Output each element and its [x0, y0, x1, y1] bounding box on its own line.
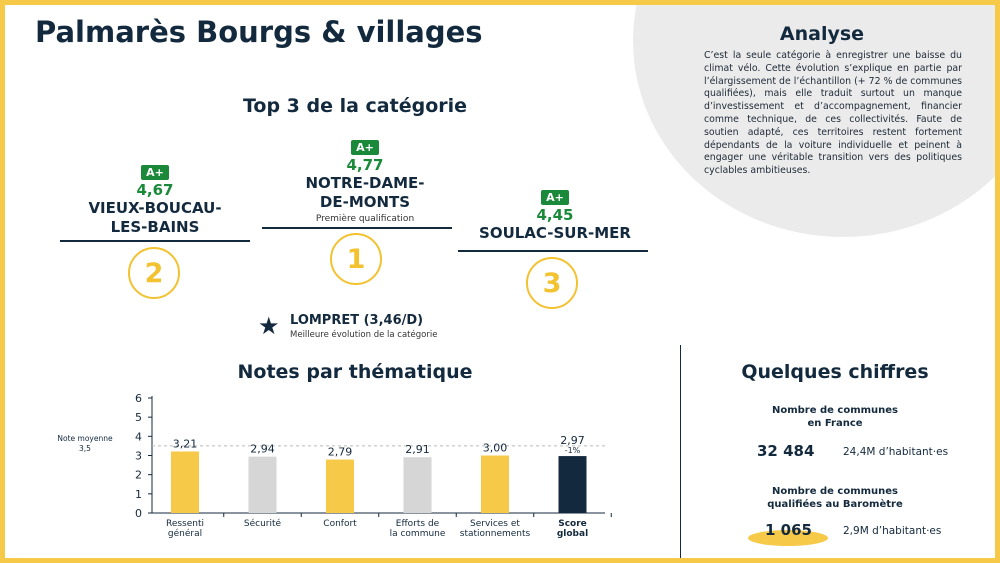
- bar-value-label: 2,94: [250, 443, 275, 456]
- podium-line-first: [262, 227, 452, 229]
- chiffres-title: Quelques chiffres: [741, 361, 929, 383]
- france-count: 32 484: [757, 442, 815, 460]
- x-category-label: Sécurité: [244, 518, 282, 529]
- bar: [403, 457, 432, 513]
- bar-extra-label: -1%: [565, 446, 581, 455]
- barometre-label-line2: qualifiées au Baromètre: [767, 499, 903, 510]
- reference-label: Note moyenne: [57, 434, 113, 443]
- podium-score: 4,45: [536, 206, 574, 224]
- y-tick-label: 2: [135, 469, 142, 482]
- bar: [481, 455, 509, 513]
- bar: [326, 459, 354, 513]
- analyse-title: Analyse: [779, 23, 865, 45]
- france-habitants: 24,4M d’habitant·es: [843, 446, 949, 458]
- x-category-label: Score: [558, 519, 587, 529]
- podium-commune-line1: NOTRE-DAME-: [305, 174, 425, 192]
- podium-commune-line1: VIEUX-BOUCAU-: [88, 199, 222, 217]
- x-category-label: général: [168, 528, 202, 539]
- podium-commune-line2: DE-MONTS: [319, 193, 411, 211]
- bar-value-label: 2,97: [560, 434, 585, 447]
- y-tick-label: 0: [135, 507, 142, 520]
- top3-title: Top 3 de la catégorie: [242, 95, 468, 117]
- podium-score: 4,67: [136, 181, 174, 199]
- y-tick-label: 5: [135, 411, 142, 424]
- y-tick-label: 6: [135, 392, 142, 405]
- podium-note: Première qualification: [315, 214, 415, 224]
- barometre-habitants: 2,9M d’habitant·es: [843, 525, 942, 537]
- bar-value-label: 2,79: [328, 446, 353, 459]
- reference-value: 3,5: [79, 444, 91, 453]
- rank-badge-first: 1: [330, 233, 382, 285]
- x-category-label: stationnements: [460, 529, 531, 539]
- france-label-line1: Nombre de communes: [771, 405, 899, 416]
- x-category-label: Efforts de: [396, 519, 440, 529]
- bar: [171, 451, 199, 513]
- bar: [248, 456, 277, 513]
- bar: [558, 456, 587, 513]
- podium-third: A+ 4,45 SOULAC-SUR-MER: [460, 186, 650, 243]
- podium-score: 4,77: [346, 156, 384, 174]
- x-category-label: la commune: [390, 529, 446, 539]
- x-category-label: Ressenti: [166, 519, 204, 529]
- notes-title: Notes par thématique: [237, 361, 473, 383]
- evolution-sub: Meilleure évolution de la catégorie: [290, 330, 438, 340]
- podium-first: A+ 4,77 NOTRE-DAME- DE-MONTS Première qu…: [270, 136, 460, 224]
- bar-value-label: 3,21: [173, 437, 198, 450]
- count-highlight: [748, 530, 828, 546]
- y-tick-label: 4: [135, 430, 142, 443]
- barometre-label-line1: Nombre de communes: [771, 486, 899, 497]
- rank-badge-second: 2: [128, 247, 180, 299]
- y-tick-label: 3: [135, 450, 142, 463]
- x-category-label: Confort: [323, 519, 357, 529]
- y-tick-label: 1: [135, 488, 142, 501]
- podium-line-third: [458, 250, 648, 252]
- page: Palmarès Bourgs & villages Analyse C’est…: [5, 5, 995, 558]
- x-category-label: Services et: [470, 519, 520, 529]
- section-divider: [680, 345, 681, 558]
- podium-commune-line2: LES-BAINS: [110, 218, 200, 236]
- france-label-line2: en France: [807, 418, 863, 429]
- star-icon: ★: [258, 312, 280, 340]
- evolution-label: LOMPRET (3,46/D): [290, 313, 424, 328]
- podium-commune-line1: SOULAC-SUR-MER: [479, 224, 631, 242]
- bar-value-label: 3,00: [483, 442, 508, 455]
- x-category-label: global: [557, 529, 588, 539]
- barometre-count: 1 065: [765, 521, 812, 539]
- page-title: Palmarès Bourgs & villages: [35, 15, 483, 49]
- analyse-text: C’est la seule catégorie à enregistrer u…: [704, 50, 962, 177]
- podium-line-second: [60, 240, 250, 242]
- podium-second: A+ 4,67 VIEUX-BOUCAU- LES-BAINS: [65, 161, 245, 237]
- grade-badge: A+: [351, 140, 379, 155]
- rank-badge-third: 3: [526, 257, 578, 309]
- bar-value-label: 2,91: [405, 443, 430, 456]
- grade-badge: A+: [541, 190, 569, 205]
- grade-badge: A+: [141, 165, 169, 180]
